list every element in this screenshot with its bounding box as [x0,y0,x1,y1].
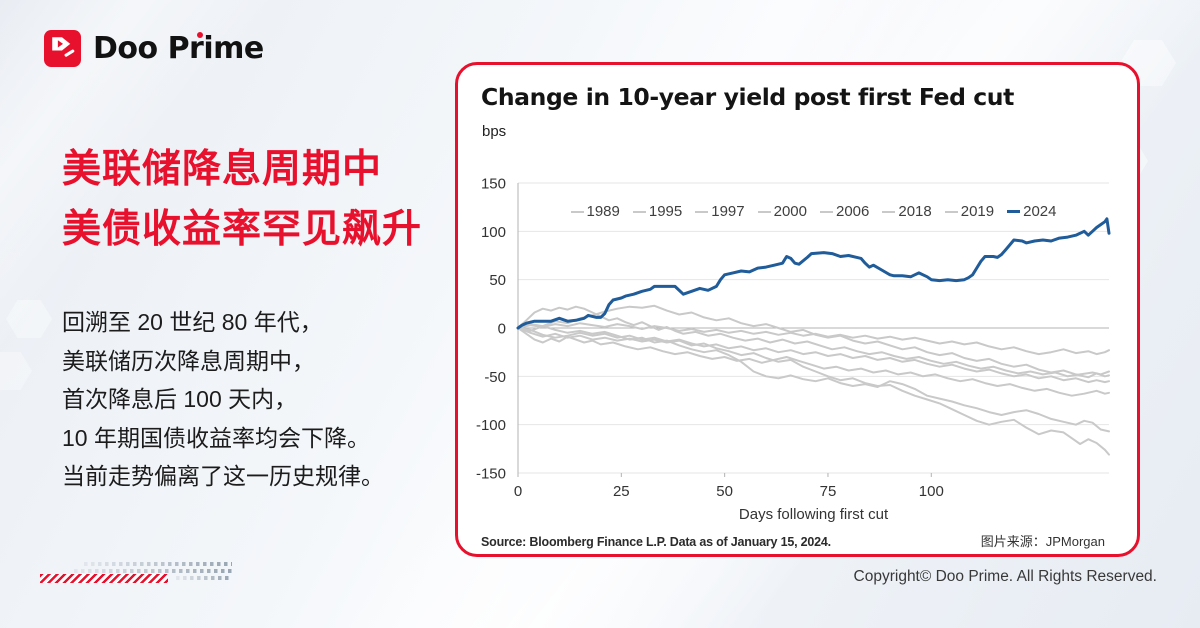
x-tick-label-25: 25 [613,483,630,500]
chart-source-left: Source: Bloomberg Finance L.P. Data as o… [481,535,831,549]
chart-legend: 1989 1995 1997 2000 2006 2018 2019 2024 [518,203,1109,220]
legend-item-1989: 1989 [570,203,620,220]
chart-unit-label: bps [482,123,507,140]
y-tick-label--50: -50 [484,369,506,386]
legend-item-1995: 1995 [632,203,683,220]
series-line-2000 [517,327,1110,456]
chart-title: Change in 10-year yield post first Fed c… [481,83,1014,111]
legend-dash-icon [820,210,833,213]
legend-label-1995: 1995 [648,203,683,220]
intro-paragraph: 回溯至 20 世纪 80 年代， 美联储历次降息周期中， 首次降息后 100 天… [62,303,384,496]
logo-i-dot-icon [197,32,203,38]
legend-dash-icon [695,210,709,213]
y-tick-label--150: -150 [476,466,506,483]
legend-dash-icon [882,210,896,213]
series-line-1997 [517,304,1110,379]
y-tick-label-50: 50 [489,272,506,289]
series-line-2006 [517,327,1110,397]
decor-dot-row [74,569,232,573]
headline: 美联储降息周期中 美债收益率罕见飙升 [62,140,422,260]
brand-name: Doo Prime [93,31,264,66]
decor-hexagon [0,352,32,390]
body-line: 美联储历次降息周期中， [62,347,315,374]
footer-copyright: Copyright© Doo Prime. All Rights Reserve… [853,568,1157,585]
legend-dash-icon [632,210,646,213]
decor-dot-row [84,562,232,566]
legend-label-2006: 2006 [836,203,870,220]
body-line: 当前走势偏离了这一历史规律。 [62,463,384,489]
legend-item-2018: 2018 [882,203,932,220]
brand-logo: Doo Prime [44,30,264,67]
y-tick-label--100: -100 [476,417,506,434]
decor-stripe-bar [40,574,168,583]
y-tick-label-150: 150 [481,176,506,193]
legend-dash-icon [944,210,958,213]
body-line: 10 年期国债收益率均会下降。 [62,424,370,451]
legend-label-2018: 2018 [898,203,932,220]
headline-line-2: 美债收益率罕见飙升 [62,207,423,252]
legend-label-2024: 2024 [1023,203,1057,220]
legend-label-2019: 2019 [960,203,995,220]
legend-dash-icon [757,210,771,213]
body-line: 首次降息后 100 天内， [62,386,298,412]
legend-label-2000: 2000 [773,203,807,220]
y-tick-label-0: 0 [498,321,506,338]
legend-item-1997: 1997 [695,203,745,220]
legend-label-1997: 1997 [711,203,745,220]
legend-dash-icon [570,210,584,213]
legend-item-2000: 2000 [757,203,807,220]
decor-dot-row [176,576,230,580]
x-tick-label-50: 50 [716,483,733,500]
logo-mark-icon [44,30,81,67]
legend-dash-icon [1007,210,1021,213]
legend-item-2006: 2006 [820,203,869,220]
chart-source-row: Source: Bloomberg Finance L.P. Data as o… [481,531,1105,550]
chart-source-right: 图片来源：JPMorgan [980,534,1105,549]
y-tick-label-100: 100 [481,224,506,241]
legend-item-2024: 2024 [1007,203,1057,220]
x-tick-label-0: 0 [514,483,522,500]
body-line: 回溯至 20 世纪 80 年代， [62,309,323,335]
chart-svg: 150 100 50 0 -50 -100 -150 0 25 50 75 100 Days follo… [476,176,1111,523]
series-line-1995 [517,305,1110,378]
legend-label-1989: 1989 [586,203,620,220]
x-tick-label-75: 75 [820,483,837,500]
x-axis-title: Days following first cut [739,506,889,523]
series-line-2024 [516,217,1111,330]
headline-line-1: 美联储降息周期中 [62,147,383,192]
chart-card: Change in 10-year yield post first Fed c… [455,62,1140,557]
series-line-1989 [517,325,1110,433]
legend-item-2019: 2019 [944,203,995,220]
decor-hexagon [6,300,52,338]
series-line-2018 [517,327,1110,384]
series-line-2019 [517,322,1110,356]
x-tick-label-100: 100 [919,483,944,500]
